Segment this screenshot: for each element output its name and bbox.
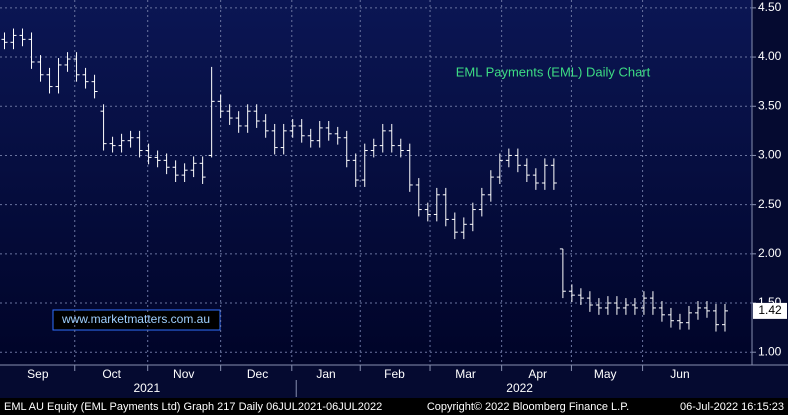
last-price-badge <box>753 302 787 319</box>
x-tick-label: Oct <box>102 367 121 381</box>
x-tick-label: Sep <box>27 367 49 381</box>
chart-title: EML Payments (EML) Daily Chart <box>456 64 651 79</box>
x-tick-label: May <box>594 367 617 381</box>
y-tick-label: 3.00 <box>758 148 782 162</box>
x-axis-area <box>0 365 788 398</box>
x-tick-label: Apr <box>528 367 547 381</box>
y-tick-label: 4.50 <box>758 0 782 14</box>
plot-area <box>0 0 752 365</box>
last-price-label: 1.42 <box>758 303 782 317</box>
y-tick-label: 1.00 <box>758 344 782 358</box>
x-tick-label: Jun <box>670 367 689 381</box>
footer-center: Copyright© 2022 Bloomberg Finance L.P. <box>427 401 629 413</box>
y-tick-label: 2.00 <box>758 246 782 260</box>
watermark-box <box>52 309 221 331</box>
x-tick-label: Mar <box>455 367 476 381</box>
y-tick-label: 4.00 <box>758 49 782 63</box>
x-tick-label: Dec <box>247 367 268 381</box>
x-tick-label: Feb <box>384 367 405 381</box>
footer-left: EML AU Equity (EML Payments Ltd) Graph 2… <box>4 401 382 413</box>
footer-bar <box>0 398 788 415</box>
year-label: 2021 <box>133 381 160 395</box>
y-tick-label: 2.50 <box>758 197 782 211</box>
watermark: www.marketmatters.com.au <box>61 312 210 326</box>
year-label: 2022 <box>506 381 533 395</box>
y-tick-label: 3.50 <box>758 98 782 112</box>
x-tick-label: Nov <box>173 367 194 381</box>
footer-right: 06-Jul-2022 16:15:23 <box>680 401 784 413</box>
x-tick-label: Jan <box>316 367 335 381</box>
